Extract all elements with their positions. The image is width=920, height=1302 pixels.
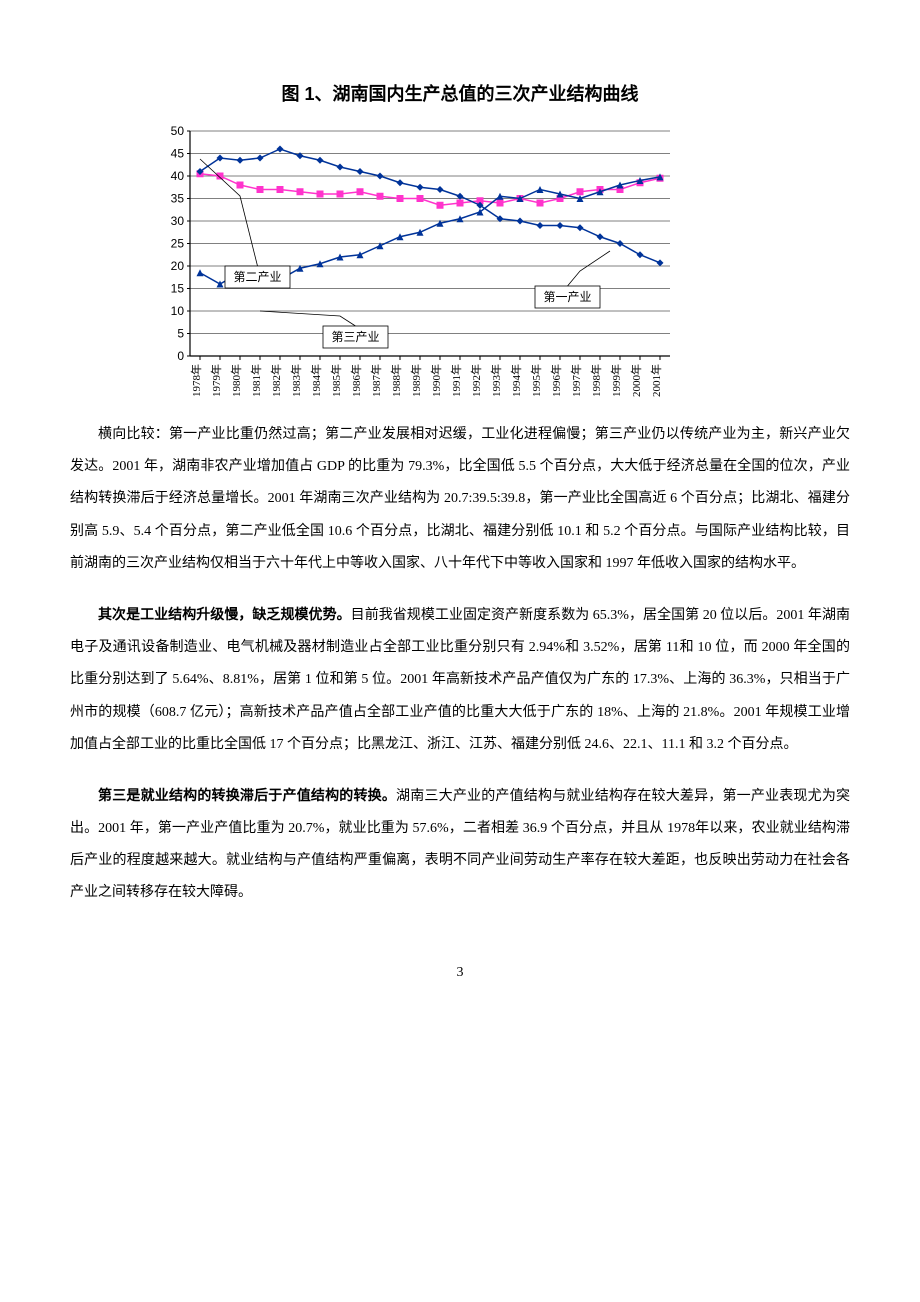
svg-text:1985年: 1985年	[329, 364, 343, 397]
svg-text:第三产业: 第三产业	[331, 330, 379, 344]
svg-text:第二产业: 第二产业	[233, 270, 281, 284]
svg-text:10: 10	[171, 304, 185, 318]
svg-text:20: 20	[171, 259, 185, 273]
svg-text:1992年: 1992年	[469, 364, 483, 397]
svg-text:第一产业: 第一产业	[543, 290, 591, 304]
industry-structure-chart: 0 5 10 15 20 25 30 35 40 45 50 1978年 1979年 1980年 1981年…	[155, 121, 685, 401]
svg-text:2001年: 2001年	[649, 364, 663, 397]
svg-text:1980年: 1980年	[229, 364, 243, 397]
svg-text:1997年: 1997年	[569, 364, 583, 397]
paragraph-3: 第三是就业结构的转换滞后于产值结构的转换。湖南三大产业的产值结构与就业结构存在较…	[70, 779, 850, 910]
svg-text:1987年: 1987年	[369, 364, 383, 397]
paragraph-2-body: 目前我省规模工业固定资产新度系数为 65.3%，居全国第 20 位以后。2001…	[70, 608, 850, 752]
svg-text:35: 35	[171, 192, 185, 206]
svg-text:1986年: 1986年	[349, 364, 363, 397]
svg-text:15: 15	[171, 282, 185, 296]
svg-text:5: 5	[177, 327, 184, 341]
figure-title: 图 1、湖南国内生产总值的三次产业结构曲线	[70, 80, 850, 106]
svg-text:1978年: 1978年	[189, 364, 203, 397]
page-number: 3	[70, 965, 850, 981]
svg-text:1983年: 1983年	[289, 364, 303, 397]
svg-text:1990年: 1990年	[429, 364, 443, 397]
svg-text:1998年: 1998年	[589, 364, 603, 397]
svg-text:25: 25	[171, 237, 185, 251]
paragraph-1: 横向比较：第一产业比重仍然过高；第二产业发展相对迟缓，工业化进程偏慢；第三产业仍…	[70, 419, 850, 580]
svg-text:2000年: 2000年	[629, 364, 643, 397]
svg-text:1991年: 1991年	[449, 364, 463, 397]
svg-text:1996年: 1996年	[549, 364, 563, 397]
svg-text:0: 0	[177, 349, 184, 363]
svg-text:45: 45	[171, 147, 185, 161]
svg-text:1999年: 1999年	[609, 364, 623, 397]
svg-text:1988年: 1988年	[389, 364, 403, 397]
svg-text:1994年: 1994年	[509, 364, 523, 397]
paragraph-2: 其次是工业结构升级慢，缺乏规模优势。目前我省规模工业固定资产新度系数为 65.3…	[70, 598, 850, 761]
svg-text:40: 40	[171, 169, 185, 183]
svg-text:1982年: 1982年	[269, 364, 283, 397]
svg-text:1989年: 1989年	[409, 364, 423, 397]
svg-text:1993年: 1993年	[489, 364, 503, 397]
svg-text:50: 50	[171, 124, 185, 138]
svg-text:30: 30	[171, 214, 185, 228]
svg-text:1995年: 1995年	[529, 364, 543, 397]
svg-text:1984年: 1984年	[309, 364, 323, 397]
svg-text:1979年: 1979年	[209, 364, 223, 397]
paragraph-3-lead: 第三是就业结构的转换滞后于产值结构的转换。	[98, 787, 396, 803]
paragraph-3-body: 湖南三大产业的产值结构与就业结构存在较大差异，第一产业表现尤为突出。2001 年…	[70, 789, 850, 901]
svg-text:1981年: 1981年	[249, 364, 263, 397]
paragraph-2-lead: 其次是工业结构升级慢，缺乏规模优势。	[98, 606, 351, 622]
